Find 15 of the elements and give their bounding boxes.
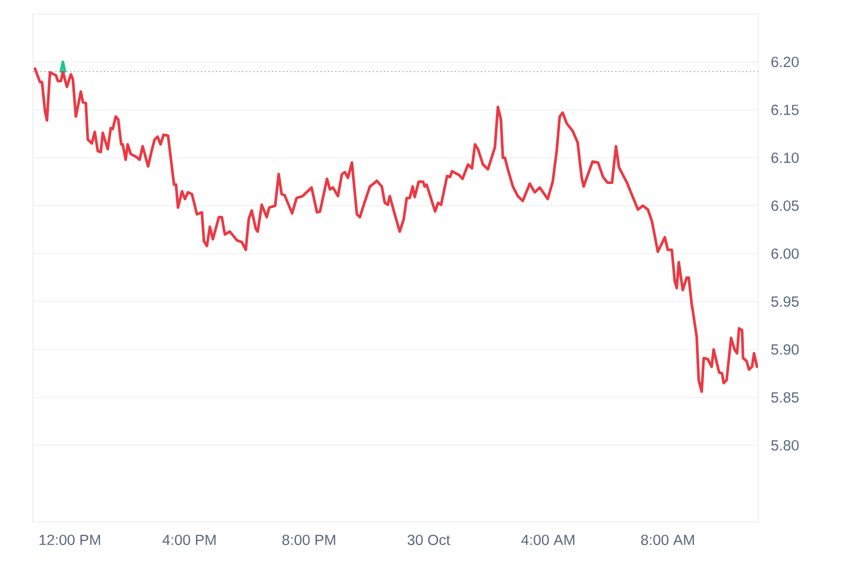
y-tick-label: 5.80 (771, 440, 799, 451)
x-tick-label: 4:00 AM (521, 534, 574, 546)
y-tick-label: 5.85 (771, 392, 799, 403)
y-tick-label: 6.15 (771, 104, 799, 116)
y-tick-label: 5.95 (771, 296, 799, 307)
y-tick-label: 5.90 (771, 344, 799, 355)
x-tick-label: 8:00 AM (641, 534, 694, 546)
y-tick-label: 6.00 (771, 248, 799, 259)
y-tick-label: 6.05 (771, 200, 799, 211)
y-tick-label: 6.20 (771, 56, 799, 68)
x-tick-label: 4:00 PM (162, 534, 216, 546)
x-tick-label: 30 Oct (408, 534, 450, 546)
x-tick-label: 8:00 PM (282, 534, 336, 546)
y-tick-label: 6.10 (771, 152, 799, 163)
x-tick-label: 12:00 PM (40, 534, 100, 546)
